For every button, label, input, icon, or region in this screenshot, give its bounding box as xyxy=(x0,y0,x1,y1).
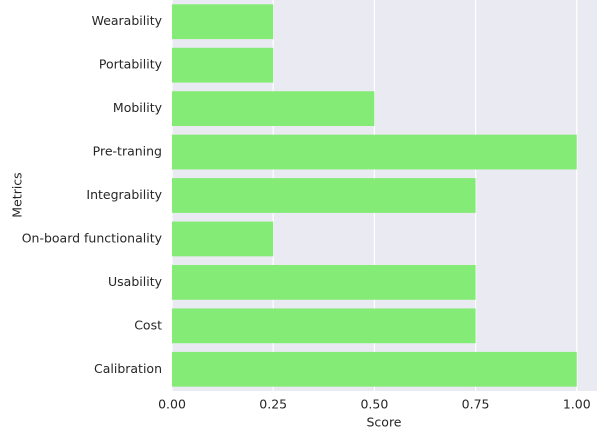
x-tick-label: 0.25 xyxy=(259,397,287,412)
y-tick-label: Usability xyxy=(108,274,163,289)
y-tick-label: Integrability xyxy=(86,187,162,202)
bar xyxy=(172,47,274,83)
x-tick-label: 1.00 xyxy=(563,397,591,412)
y-tick-label: Cost xyxy=(134,317,162,332)
bar xyxy=(172,308,476,344)
x-axis-label: Score xyxy=(366,415,401,430)
bar xyxy=(172,134,577,170)
bar xyxy=(172,265,476,300)
x-tick-label: 0.75 xyxy=(462,397,490,412)
bar xyxy=(172,351,577,387)
y-tick-label: Pre-traning xyxy=(93,144,162,159)
y-tick-label: Calibration xyxy=(94,361,162,376)
bar xyxy=(172,91,375,126)
x-tick-label: 0.00 xyxy=(158,397,186,412)
y-axis-label: Metrics xyxy=(10,172,25,217)
y-tick-label: Mobility xyxy=(113,100,163,115)
x-tick-label: 0.50 xyxy=(360,397,388,412)
bar xyxy=(172,221,274,257)
bar xyxy=(172,4,274,40)
y-tick-label: Wearability xyxy=(92,13,163,28)
bar xyxy=(172,178,476,213)
y-tick-label: Portability xyxy=(99,57,163,72)
y-tick-label: On-board functionality xyxy=(22,230,163,245)
